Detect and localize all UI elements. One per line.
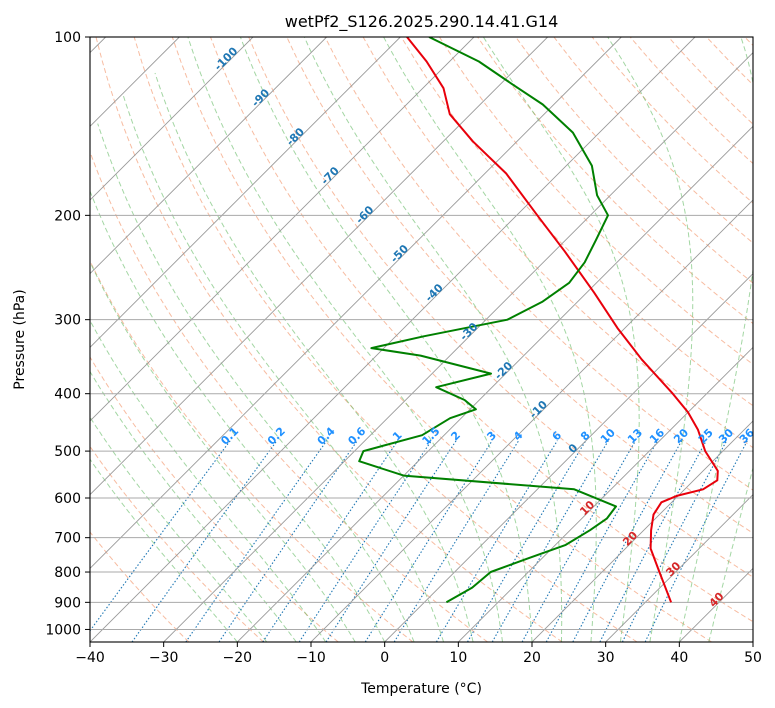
dry-adiabat-line (400, 37, 753, 407)
moist-adiabat-line (383, 37, 597, 642)
isotherm-line (458, 346, 753, 642)
x-tick-label: 20 (523, 650, 541, 666)
temperature-line (406, 37, 719, 603)
mixing-ratio-line (298, 440, 432, 642)
isotherm-line (90, 37, 327, 275)
moist-adiabat-line (90, 416, 268, 642)
isotherm-line (90, 37, 696, 642)
x-tick-label: 50 (744, 650, 762, 666)
plot-frame (89, 36, 754, 643)
moist-adiabat-line (90, 260, 356, 642)
y-tick-label: 700 (54, 531, 81, 547)
y-tick-label: 500 (54, 444, 81, 460)
isobars (90, 37, 753, 630)
mixing-ratio-line (364, 440, 493, 642)
isotherm-line (605, 494, 753, 642)
isotherm-line (384, 273, 753, 642)
moist-adiabat-line (678, 37, 753, 642)
moist-adiabat-line (607, 37, 694, 642)
mixing-ratio-line (435, 440, 558, 642)
moist-adiabat-line (239, 37, 533, 642)
y-tick-label: 100 (54, 30, 81, 46)
dewpoint-line (358, 37, 617, 604)
y-tick-label: 600 (54, 491, 81, 507)
dry-adiabat-line (438, 37, 753, 366)
moist-adiabat-line (122, 94, 445, 642)
mixing-ratio-line (491, 440, 609, 642)
profile-series (358, 37, 719, 604)
x-tick-label: 40 (670, 650, 688, 666)
y-tick-label: 300 (54, 313, 81, 329)
dry-adiabat-line (133, 37, 638, 642)
chart-title: wetPf2_S126.2025.290.14.41.G14 (285, 12, 559, 32)
dry-adiabat-line (248, 37, 753, 578)
moist-adiabat-line (90, 189, 386, 642)
mixing-ratio-line (185, 440, 328, 642)
mixing-ratio-line (572, 440, 683, 642)
y-tick-label: 800 (54, 565, 81, 581)
moist-adiabat-line (90, 458, 238, 642)
isotherm-line (90, 37, 475, 422)
x-tick-label: −40 (75, 650, 105, 666)
dry-adiabat-line (210, 37, 753, 623)
dry-adiabat-line (515, 37, 753, 284)
isotherm-line (310, 199, 753, 642)
isotherm-line (90, 37, 548, 496)
isotherm-line (90, 37, 622, 569)
mixing-ratio-line (621, 440, 728, 642)
isotherm-line (90, 37, 254, 201)
x-tick-label: 0 (380, 650, 389, 666)
mixing-ratio-line (262, 440, 399, 642)
isotherm-line (531, 420, 753, 642)
isotherm-line (90, 37, 401, 348)
dry-adiabat-line (90, 445, 264, 642)
y-tick-label: 200 (54, 208, 81, 224)
dry-adiabat-line (90, 150, 488, 642)
dry-adiabat-line (95, 37, 563, 642)
x-axis-label: Temperature (°C) (360, 681, 482, 697)
y-tick-label: 400 (54, 387, 81, 403)
y-tick-label: 1000 (45, 622, 81, 638)
mixing-ratio-line (325, 440, 457, 642)
isotherm-line (163, 52, 753, 642)
moist-adiabat-line (154, 72, 474, 642)
x-tick-label: −20 (223, 650, 253, 666)
moist-adiabat-line (90, 319, 327, 642)
moist-adiabat-line (708, 466, 753, 642)
x-tick-label: −10 (296, 650, 326, 666)
dry-adiabat-line (90, 531, 190, 642)
y-axis-ticks: 100 200 300 400 500 600 700 800 900 1000 (45, 30, 90, 638)
dry-adiabat-line (171, 37, 712, 642)
dry-adiabat-line (90, 356, 339, 642)
moist-adiabat-line (482, 37, 640, 642)
mixing-ratio-line (599, 440, 707, 642)
x-tick-label: 30 (597, 650, 615, 666)
y-axis-label: Pressure (hPa) (12, 289, 28, 389)
moist-adiabat-line (97, 123, 415, 642)
moist-adiabat-line (187, 37, 503, 642)
isotherm-line (237, 125, 753, 642)
plot-area: 0.1 0.2 0.4 0.6 1 1.5 2 3 4 6 8 10 13 16 20 25 30 36-100-… (90, 37, 753, 642)
x-axis-ticks: −40 −30 −20 −10 0 10 20 30 40 50 (75, 642, 762, 666)
mixing-ratio-line (218, 440, 358, 642)
isotherms (90, 37, 753, 642)
y-tick-label: 900 (54, 595, 81, 611)
x-tick-label: 10 (449, 650, 467, 666)
x-tick-label: −30 (149, 650, 179, 666)
